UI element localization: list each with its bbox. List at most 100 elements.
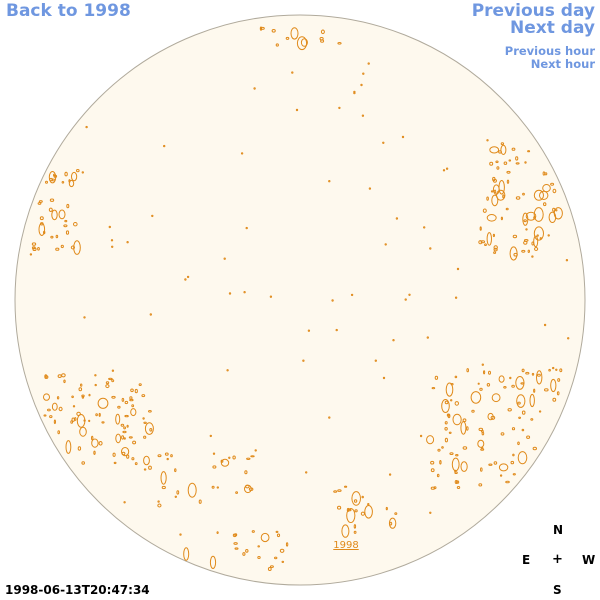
contour-mark (367, 62, 370, 65)
contour-mark (498, 150, 502, 154)
contour-mark (305, 471, 308, 474)
contour-mark (538, 410, 542, 413)
contour-mark (388, 517, 397, 529)
contour-mark (353, 499, 358, 503)
contour-mark (454, 375, 458, 379)
contour-mark (55, 247, 60, 251)
contour-mark (234, 547, 239, 550)
contour-mark (110, 239, 114, 242)
contour-mark (64, 219, 68, 223)
contour-mark (531, 372, 535, 376)
contour-mark (552, 207, 556, 212)
contour-mark (462, 418, 467, 423)
next-hour-link[interactable]: Next hour (530, 57, 595, 71)
contour-mark (426, 336, 429, 339)
contour-mark (93, 450, 96, 455)
contour-mark (353, 91, 356, 95)
contour-mark (500, 144, 507, 155)
contour-mark (97, 397, 109, 409)
contour-mark (531, 255, 534, 258)
contour-mark (55, 234, 59, 239)
contour-mark (536, 373, 541, 377)
contour-mark (456, 486, 461, 489)
year-marker-label[interactable]: 1998 (333, 540, 358, 551)
contour-mark (515, 156, 519, 161)
contour-mark (493, 189, 497, 194)
compass-west-label: W (582, 553, 596, 567)
contour-mark (235, 491, 239, 494)
contour-mark (111, 395, 116, 399)
contour-mark (539, 190, 549, 200)
contour-mark (499, 474, 503, 477)
contour-mark (123, 437, 126, 440)
contour-mark (81, 461, 85, 465)
contour-mark (401, 135, 405, 139)
contour-mark (57, 374, 62, 379)
contour-mark (331, 299, 334, 302)
contour-mark (484, 243, 487, 246)
contour-mark (489, 146, 500, 154)
contour-mark (404, 298, 407, 301)
contour-mark (148, 410, 152, 413)
back-to-year-link[interactable]: Back to 1998 (6, 1, 131, 21)
contour-mark (163, 144, 166, 148)
contour-mark (493, 461, 498, 465)
contour-mark (49, 198, 55, 202)
contour-mark (184, 278, 187, 281)
contour-mark (279, 548, 285, 553)
contour-mark (505, 207, 509, 211)
contour-mark (66, 203, 70, 209)
contour-mark (76, 169, 80, 173)
contour-mark (149, 313, 153, 316)
contour-mark (68, 179, 75, 188)
contour-mark (423, 226, 426, 229)
contour-mark (320, 39, 325, 43)
contour-mark (49, 177, 53, 182)
contour-mark (105, 381, 110, 385)
contour-mark (445, 167, 449, 170)
contour-mark (530, 418, 534, 421)
contour-mark (113, 461, 117, 465)
contour-mark (242, 552, 246, 556)
contour-mark (183, 547, 190, 561)
contour-mark (509, 376, 512, 380)
contour-mark (176, 490, 180, 495)
contour-mark (478, 427, 484, 432)
contour-mark (498, 375, 505, 383)
contour-mark (550, 378, 557, 393)
contour-mark (48, 171, 57, 184)
next-day-link[interactable]: Next day (510, 18, 595, 38)
contour-mark (101, 421, 105, 424)
contour-mark (115, 413, 121, 425)
contour-mark (295, 108, 299, 112)
contour-mark (111, 369, 115, 372)
contour-mark (361, 114, 365, 117)
contour-mark (430, 486, 436, 490)
contour-mark (77, 446, 82, 451)
contour-mark (522, 212, 529, 226)
contour-mark (122, 430, 127, 434)
contour-mark (350, 293, 354, 297)
contour-mark (445, 382, 454, 397)
contour-mark (267, 567, 272, 571)
previous-day-link[interactable]: Previous day (471, 1, 595, 21)
contour-mark (223, 257, 226, 260)
contour-mark (548, 368, 551, 372)
contour-mark (179, 533, 182, 536)
contour-mark (269, 565, 274, 568)
contour-mark (486, 232, 492, 246)
contour-mark (483, 370, 486, 375)
magnetic-contours (29, 26, 570, 571)
contour-mark (259, 26, 263, 31)
contour-mark (115, 433, 122, 444)
contour-mark (53, 173, 56, 177)
contour-mark (481, 363, 484, 366)
contour-mark (31, 242, 37, 246)
contour-mark (382, 141, 385, 145)
previous-hour-link[interactable]: Previous hour (504, 44, 595, 58)
contour-mark (521, 410, 526, 415)
contour-mark (108, 377, 113, 381)
contour-mark (138, 383, 142, 387)
contour-mark (495, 160, 499, 164)
contour-mark (117, 405, 121, 409)
